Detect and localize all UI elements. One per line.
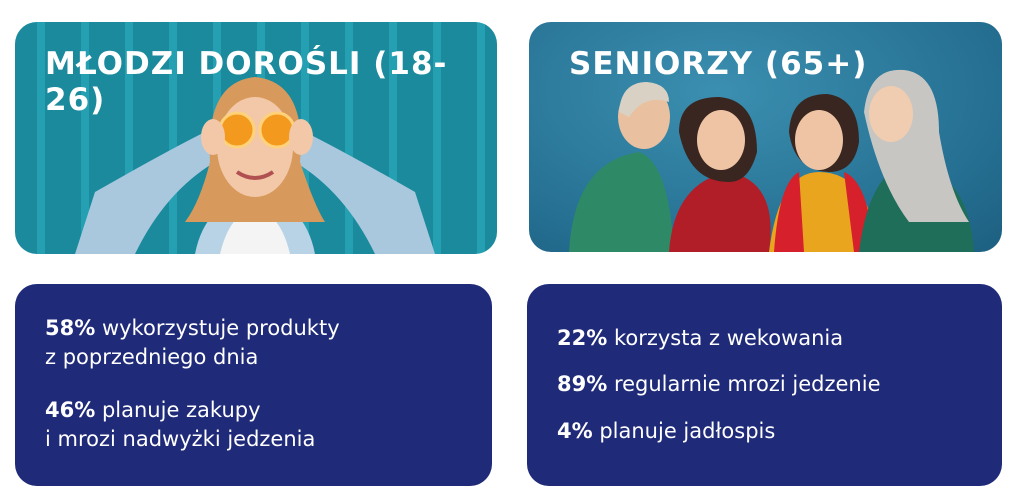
stat-text: korzysta z wekowania: [613, 326, 844, 350]
seniors-title: SENIORZY (65+): [569, 46, 868, 82]
young-adults-title: MŁODZI DOROŚLI (18-26): [45, 46, 448, 118]
stat-value: 46%: [45, 398, 96, 422]
stat-text: planuje jadłospis: [599, 419, 776, 443]
young-adults-photo: MŁODZI DOROŚLI (18-26): [15, 22, 497, 254]
stat-menu-planning: 4% planuje jadłospis: [557, 417, 775, 446]
stat-freezing: 89% regularnie mrozi jedzenie: [557, 370, 881, 399]
stat-text: regularnie mrozi jedzenie: [613, 372, 881, 396]
stat-value: 89%: [557, 372, 608, 396]
seniors-photo: SENIORZY (65+): [529, 22, 1002, 252]
stat-value: 4%: [557, 419, 593, 443]
stat-planning-freezing: 46% planuje zakupy i mrozi nadwyżki jedz…: [45, 396, 315, 454]
woman-with-oranges-illustration: [75, 77, 435, 254]
stat-canning: 22% korzysta z wekowania: [557, 324, 843, 353]
stat-value: 58%: [45, 316, 96, 340]
stat-text: i mrozi nadwyżki jedzenia: [45, 427, 316, 451]
stat-leftovers: 58% wykorzystuje produkty z poprzedniego…: [45, 314, 340, 372]
stat-text: wykorzystuje produkty: [101, 316, 340, 340]
stat-value: 22%: [557, 326, 608, 350]
stat-text: z poprzedniego dnia: [45, 345, 259, 369]
young-adults-stats-card: 58% wykorzystuje produkty z poprzedniego…: [15, 284, 492, 486]
seniors-stats-card: 22% korzysta z wekowania 89% regularnie …: [527, 284, 1002, 486]
stat-text: planuje zakupy: [101, 398, 261, 422]
four-senior-women-illustration: [569, 69, 974, 252]
